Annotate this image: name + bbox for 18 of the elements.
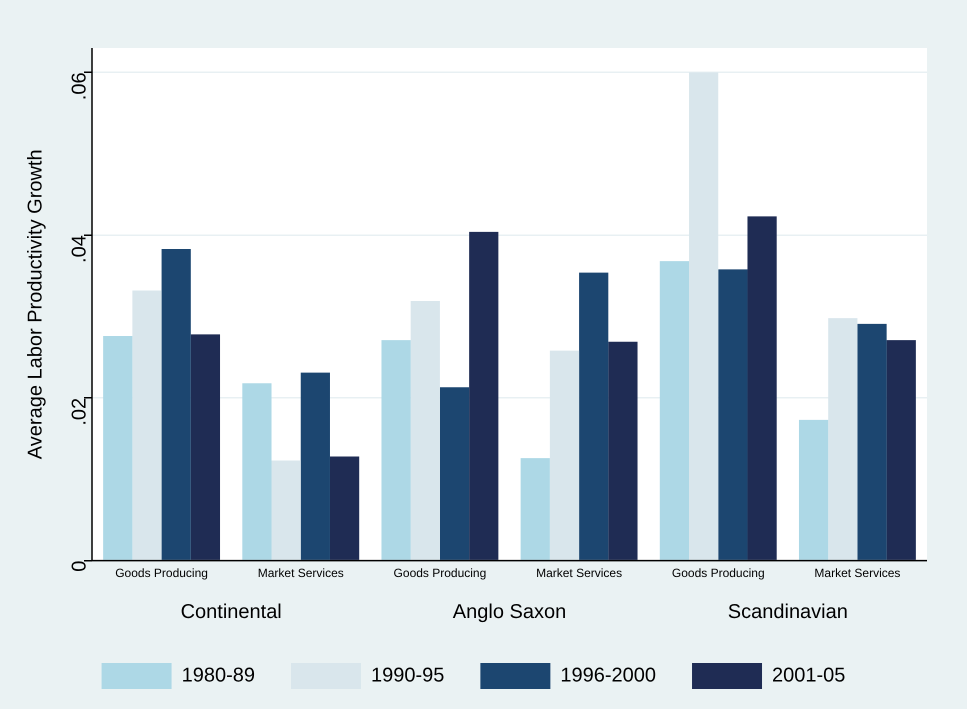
text: Anglo Saxon: [452, 601, 566, 624]
y-tick-label: .02: [68, 398, 91, 426]
x-tick-label: Goods Producing: [672, 566, 765, 580]
y-tick-label: .06: [68, 72, 91, 100]
x-tick-label: Goods Producing: [115, 566, 208, 580]
text: Scandinavian: [728, 601, 848, 624]
x-tick-label: Market Services: [814, 566, 900, 580]
legend-label: 1980-89: [182, 664, 255, 687]
x-tick-label: Market Services: [258, 566, 344, 580]
x-tick-label: Market Services: [536, 566, 622, 580]
legend-label: 1990-95: [370, 664, 444, 687]
y-tick-label: .04: [68, 235, 91, 263]
x-tick-label: Goods Producing: [394, 566, 486, 580]
y-tick-label: 0: [68, 560, 91, 572]
y-axis-title: Average Labor Productivity Growth: [24, 149, 47, 460]
legend-label: 2001-05: [772, 664, 846, 687]
text: Continental: [180, 601, 282, 624]
legend-label: 1996-2000: [560, 664, 656, 687]
